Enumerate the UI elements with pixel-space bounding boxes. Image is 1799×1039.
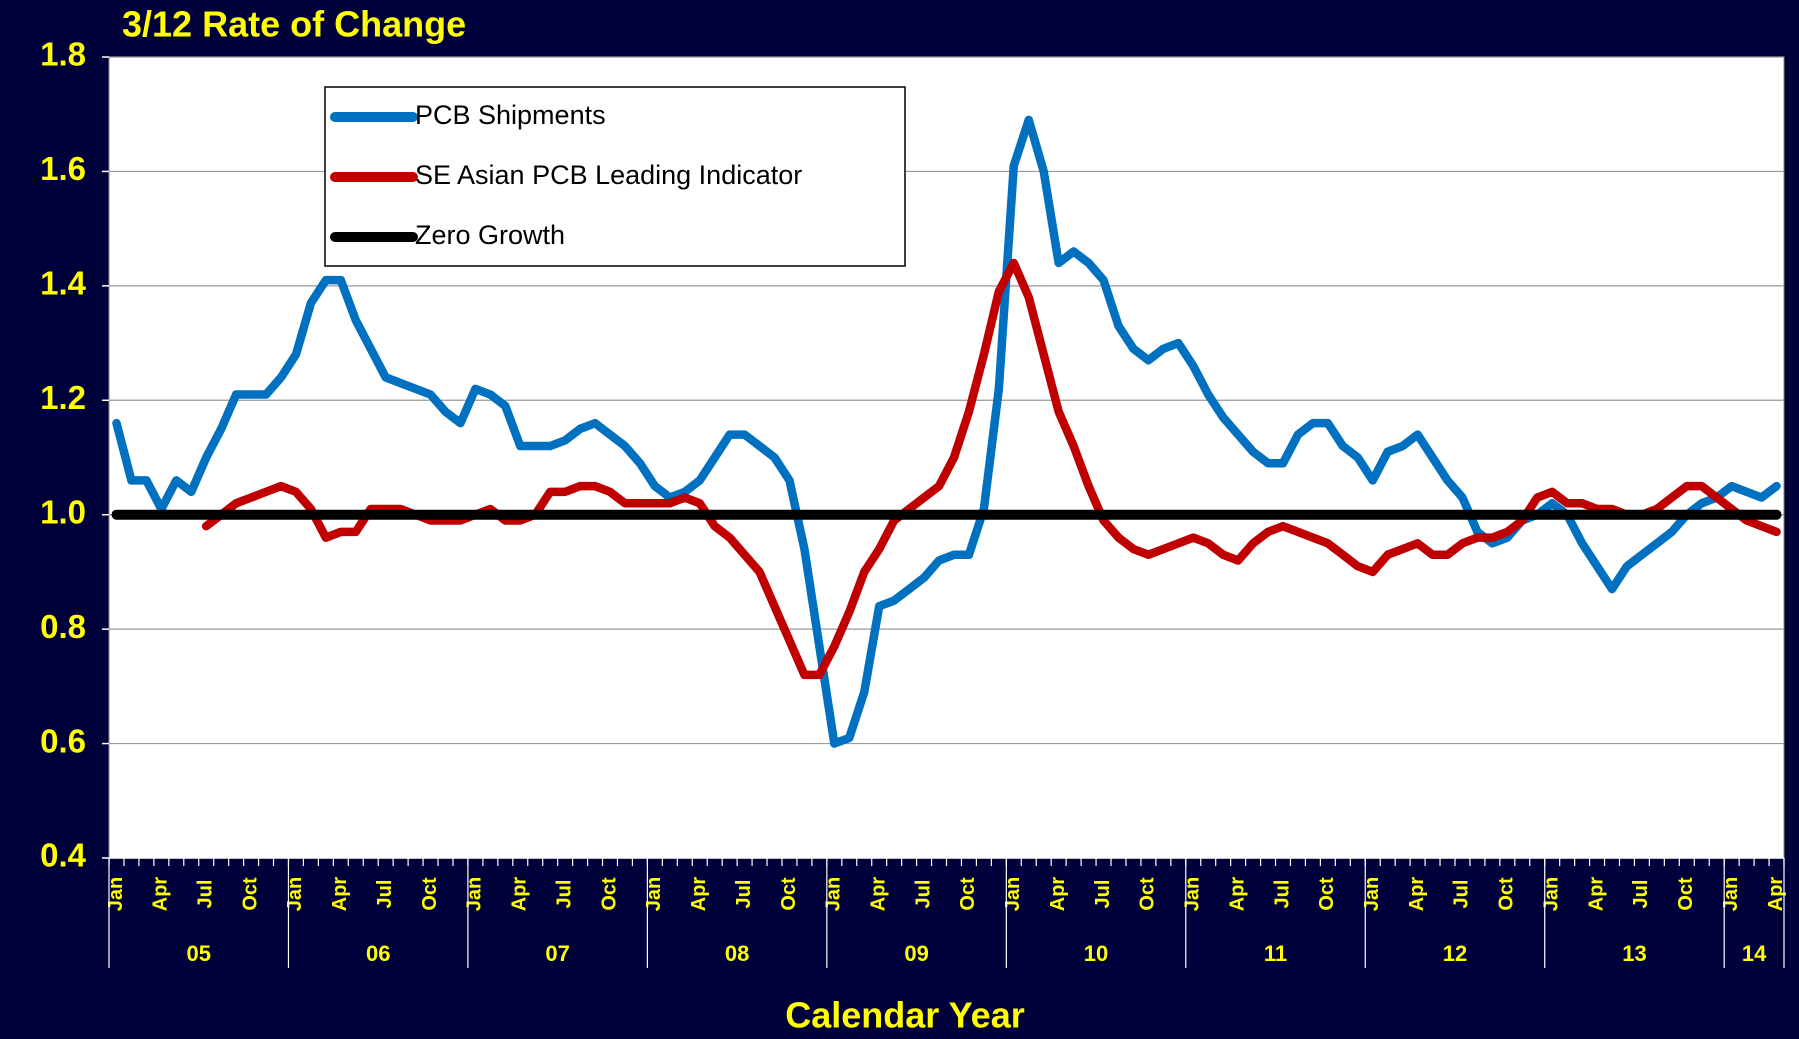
x-tick-label: Oct: [419, 877, 441, 911]
x-group-label: 13: [1622, 941, 1646, 966]
x-group-label: 07: [545, 941, 569, 966]
x-tick-label: Oct: [778, 877, 800, 911]
y-tick-label: 0.4: [40, 837, 87, 874]
y-tick-label: 1.8: [40, 36, 86, 73]
x-tick-label: Jul: [194, 880, 216, 909]
x-tick-label: Jan: [1002, 877, 1024, 911]
x-tick-label: Jan: [464, 877, 486, 911]
legend-box: [324, 86, 906, 267]
y-tick-label: 1.4: [40, 265, 87, 302]
x-tick-label: Jan: [1540, 877, 1562, 911]
x-tick-label: Jul: [374, 880, 396, 909]
x-tick-label: Jan: [1182, 877, 1204, 911]
x-tick-label: Jul: [1092, 880, 1114, 909]
x-tick-label: Apr: [1047, 877, 1069, 912]
y-tick-label: 1.0: [40, 493, 86, 530]
x-group-label: 08: [725, 941, 749, 966]
x-group-label: 11: [1264, 941, 1287, 966]
legend-label: PCB Shipments: [415, 100, 606, 130]
x-tick-label: Jan: [1720, 877, 1742, 911]
x-tick-label: Apr: [688, 877, 710, 912]
x-group-label: 06: [366, 941, 390, 966]
y-tick-label: 1.2: [40, 379, 86, 416]
x-tick-label: Jan: [643, 877, 665, 911]
x-tick-label: Oct: [1675, 877, 1697, 911]
x-group-label: 14: [1742, 941, 1767, 966]
x-group-label: 12: [1443, 941, 1467, 966]
x-group-label: 09: [904, 941, 928, 966]
x-tick-label: Jul: [1451, 880, 1473, 909]
x-tick-label: Oct: [1316, 877, 1338, 911]
x-tick-label: Jul: [1630, 880, 1652, 909]
x-tick-label: Apr: [867, 877, 889, 912]
legend-label: SE Asian PCB Leading Indicator: [415, 160, 802, 190]
x-tick-label: Jul: [733, 880, 755, 909]
legend-label: Zero Growth: [415, 220, 565, 250]
y-tick-label: 0.6: [40, 722, 86, 759]
x-group-label: 05: [186, 941, 210, 966]
x-tick-label: Jul: [912, 880, 934, 909]
x-tick-label: Jul: [1271, 880, 1293, 909]
x-tick-label: Oct: [1496, 877, 1518, 911]
x-tick-label: Jan: [105, 877, 127, 911]
x-axis-title: Calendar Year: [785, 995, 1024, 1036]
x-tick-label: Apr: [1226, 877, 1248, 912]
series-line: [112, 115, 1781, 748]
x-group-label: 10: [1084, 941, 1108, 966]
y-tick-label: 0.8: [40, 608, 86, 645]
x-tick-label: Apr: [1585, 877, 1607, 912]
x-tick-label: Jan: [284, 877, 306, 911]
x-tick-label: Jan: [823, 877, 845, 911]
x-tick-label: Oct: [239, 877, 261, 911]
x-tick-label: Oct: [598, 877, 620, 911]
x-tick-label: Oct: [1137, 877, 1159, 911]
x-tick-label: Apr: [150, 877, 172, 912]
x-tick-label: Jul: [553, 880, 575, 909]
y-tick-label: 1.6: [40, 150, 86, 187]
x-tick-label: Apr: [329, 877, 351, 912]
x-tick-label: Jan: [1361, 877, 1383, 911]
x-tick-label: Apr: [509, 877, 531, 912]
x-tick-label: Oct: [957, 877, 979, 911]
x-tick-label: Apr: [1765, 877, 1787, 912]
chart-title: 3/12 Rate of Change: [122, 4, 466, 45]
x-tick-label: Apr: [1406, 877, 1428, 912]
